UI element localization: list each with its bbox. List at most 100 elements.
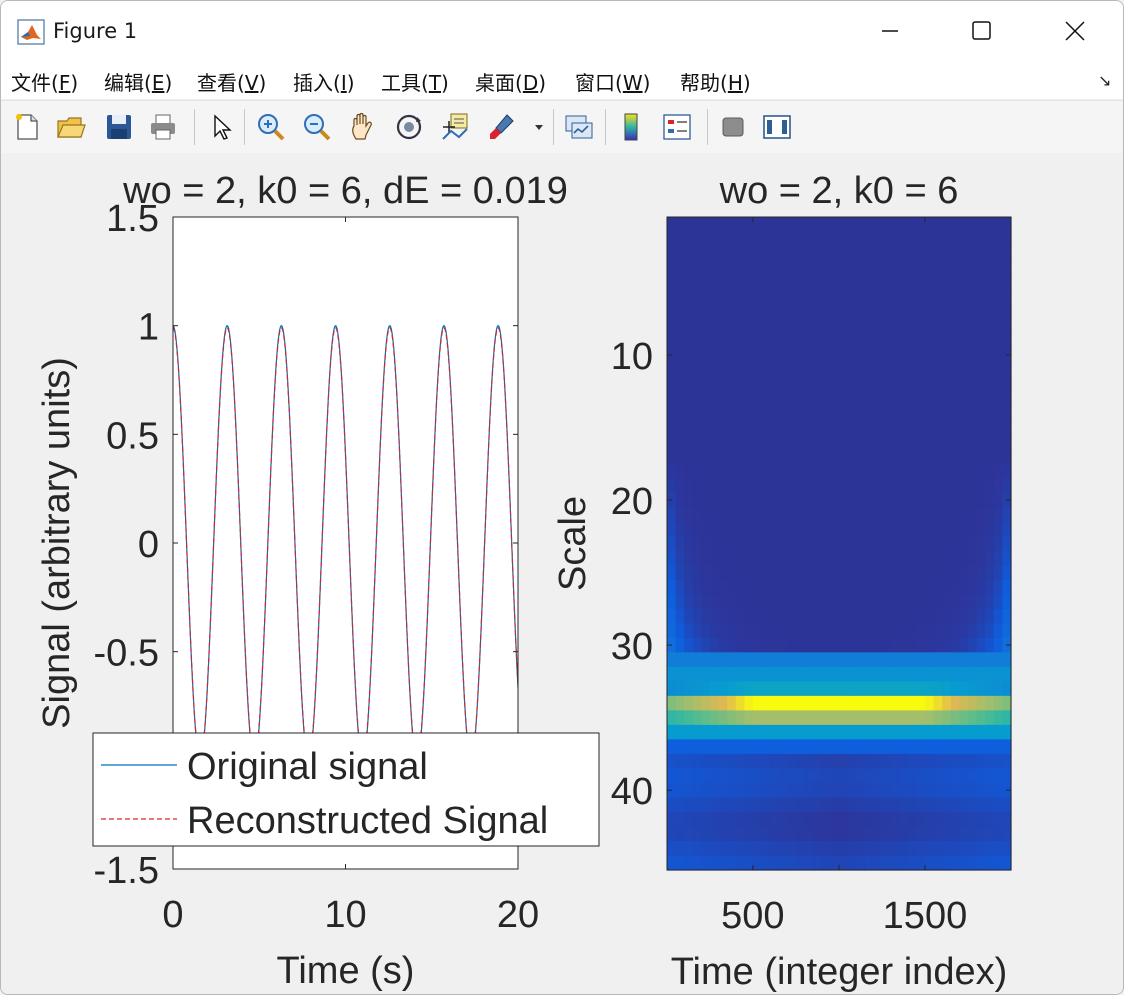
heatmap-cell	[864, 811, 874, 828]
heatmap-cell	[804, 652, 814, 668]
heatmap-cell	[959, 840, 969, 857]
heatmap-cell	[813, 420, 823, 436]
menu-item-7[interactable]: 帮助(H)	[680, 71, 751, 95]
heatmap-cell	[907, 536, 917, 552]
heatmap-cell	[804, 753, 814, 770]
rotate-3d-icon[interactable]	[393, 111, 425, 143]
menu-item-1[interactable]: 编辑(E)	[104, 71, 173, 95]
heatmap-cell	[821, 405, 831, 421]
heatmap-cell	[778, 724, 788, 740]
print-icon[interactable]	[147, 111, 179, 143]
pan-icon[interactable]	[347, 111, 379, 143]
heatmap-cell	[959, 594, 969, 610]
menu-item-6[interactable]: 窗口(W)	[575, 71, 651, 95]
heatmap-cell	[907, 391, 917, 407]
heatmap-cell	[873, 507, 883, 523]
heatmap-cell	[899, 681, 909, 697]
maximize-button[interactable]	[959, 11, 1005, 51]
heatmap-cell	[864, 855, 874, 871]
dock-arrow-icon[interactable]: ↘	[1098, 71, 1112, 90]
heatmap-cell	[864, 768, 874, 784]
heatmap-cell	[710, 565, 720, 581]
heatmap-cell	[976, 246, 986, 262]
new-figure-icon[interactable]	[11, 111, 43, 143]
heatmap-cell	[942, 768, 952, 784]
heatmap-cell	[778, 463, 788, 479]
zoom-in-icon[interactable]	[255, 111, 287, 143]
heatmap-cell	[976, 797, 986, 813]
heatmap-cell	[976, 695, 986, 711]
heatmap-cell	[847, 565, 857, 581]
heatmap-cell	[942, 710, 952, 726]
zoom-out-icon[interactable]	[301, 111, 333, 143]
data-cursor-icon[interactable]	[439, 111, 471, 143]
brush-dropdown-icon[interactable]	[531, 111, 547, 143]
heatmap-cell	[692, 724, 702, 740]
heatmap-cell	[882, 681, 892, 697]
heatmap-cell	[864, 362, 874, 378]
heatmap-cell	[761, 376, 771, 392]
heatmap-cell	[873, 608, 883, 624]
heatmap-cell	[1002, 246, 1012, 262]
heatmap-cell	[916, 623, 926, 639]
heatmap-cell	[950, 492, 960, 508]
link-plot-icon[interactable]	[563, 111, 595, 143]
heatmap-cell	[821, 275, 831, 291]
heatmap-cell	[744, 231, 754, 247]
heatmap-cell	[796, 507, 806, 523]
heatmap-cell	[684, 594, 694, 610]
heatmap-cell	[890, 565, 900, 581]
menu-item-3[interactable]: 插入(I)	[293, 71, 355, 95]
heatmap-cell	[684, 550, 694, 566]
heatmap-cell	[718, 608, 728, 624]
show-plot-tools-icon[interactable]	[761, 111, 793, 143]
save-icon[interactable]	[103, 111, 135, 143]
heatmap-cell	[993, 420, 1003, 436]
close-button[interactable]	[1052, 11, 1098, 51]
heatmap-cell	[959, 724, 969, 740]
brush-icon[interactable]	[487, 111, 519, 143]
heatmap-cell	[968, 782, 978, 799]
heatmap-cell	[933, 550, 943, 566]
heatmap-cell	[933, 478, 943, 494]
heatmap-cell	[933, 318, 943, 334]
open-file-icon[interactable]	[55, 111, 87, 143]
heatmap-cell	[968, 623, 978, 639]
heatmap-cell	[701, 478, 711, 494]
heatmap-cell	[813, 521, 823, 537]
heatmap-cell	[778, 782, 788, 799]
heatmap-cell	[890, 579, 900, 595]
hide-plot-tools-icon[interactable]	[717, 111, 749, 143]
pointer-icon[interactable]	[205, 111, 237, 143]
heatmap-cell	[804, 362, 814, 378]
menu-item-2[interactable]: 查看(V)	[197, 71, 267, 95]
heatmap-cell	[882, 753, 892, 770]
menu-item-0[interactable]: 文件(F)	[11, 71, 79, 95]
heatmap-cell	[959, 608, 969, 624]
minimize-button[interactable]	[867, 11, 913, 51]
colorbar-icon[interactable]	[615, 111, 647, 143]
heatmap-cell	[667, 478, 677, 494]
heatmap-cell	[830, 304, 840, 320]
menu-item-5[interactable]: 桌面(D)	[475, 71, 547, 95]
heatmap-cell	[847, 492, 857, 508]
legend-icon[interactable]	[661, 111, 693, 143]
heatmap-cell	[907, 420, 917, 436]
heatmap-cell	[667, 231, 677, 247]
menu-item-4[interactable]: 工具(T)	[381, 71, 449, 95]
heatmap-cell	[667, 811, 677, 828]
heatmap-cell	[907, 405, 917, 421]
heatmap-cell	[993, 231, 1003, 247]
heatmap-cell	[976, 768, 986, 784]
heatmap-cell	[847, 362, 857, 378]
heatmap-cell	[873, 260, 883, 276]
heatmap-cell	[993, 376, 1003, 392]
heatmap-cell	[925, 666, 935, 682]
heatmap-cell	[744, 347, 754, 363]
heatmap-cell	[675, 492, 685, 508]
heatmap-cell	[942, 492, 952, 508]
heatmap-cell	[873, 840, 883, 857]
heatmap-cell	[882, 289, 892, 305]
heatmap-cell	[761, 840, 771, 857]
heatmap-cell	[882, 797, 892, 813]
